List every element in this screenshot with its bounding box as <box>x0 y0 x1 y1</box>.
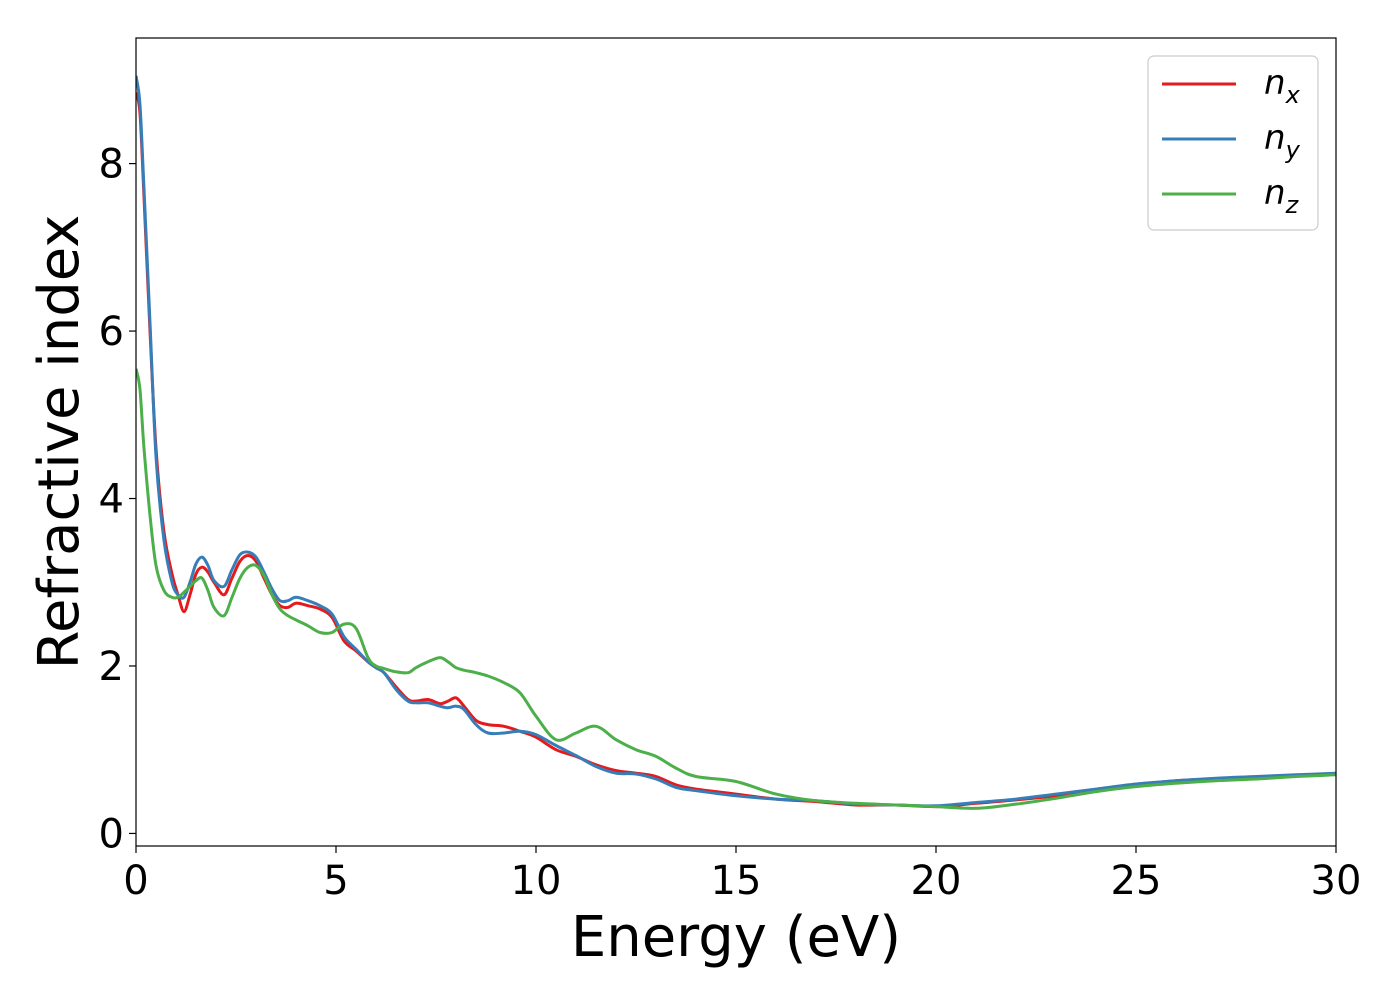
legend-label-x: nx <box>1264 63 1301 109</box>
y-tick-label: 0 <box>99 811 124 857</box>
legend-box <box>1147 55 1319 231</box>
x-tick-label: 10 <box>511 858 562 904</box>
y-axis-ticks: 0 2 4 6 8 <box>99 142 136 857</box>
y-tick-label: 4 <box>99 477 124 523</box>
y-tick-label: 2 <box>99 644 124 690</box>
y-axis-title: Refractive index <box>27 215 92 670</box>
x-axis-ticks: 0 5 10 15 20 25 30 <box>123 846 1361 904</box>
x-tick-label: 25 <box>1111 858 1162 904</box>
x-tick-label: 15 <box>711 858 762 904</box>
x-tick-label: 5 <box>323 858 348 904</box>
series-layer <box>136 75 1336 810</box>
x-tick-label: 30 <box>1311 858 1362 904</box>
legend-label-z: nz <box>1264 173 1300 219</box>
y-tick-label: 6 <box>99 309 124 355</box>
legend: nx ny nz <box>1147 55 1319 231</box>
x-tick-label: 20 <box>911 858 962 904</box>
y-tick-label: 8 <box>99 142 124 188</box>
legend-label-y: ny <box>1264 118 1301 164</box>
x-tick-label: 0 <box>123 858 148 904</box>
series-line-z <box>136 368 1336 810</box>
x-axis-title: Energy (eV) <box>571 905 901 970</box>
